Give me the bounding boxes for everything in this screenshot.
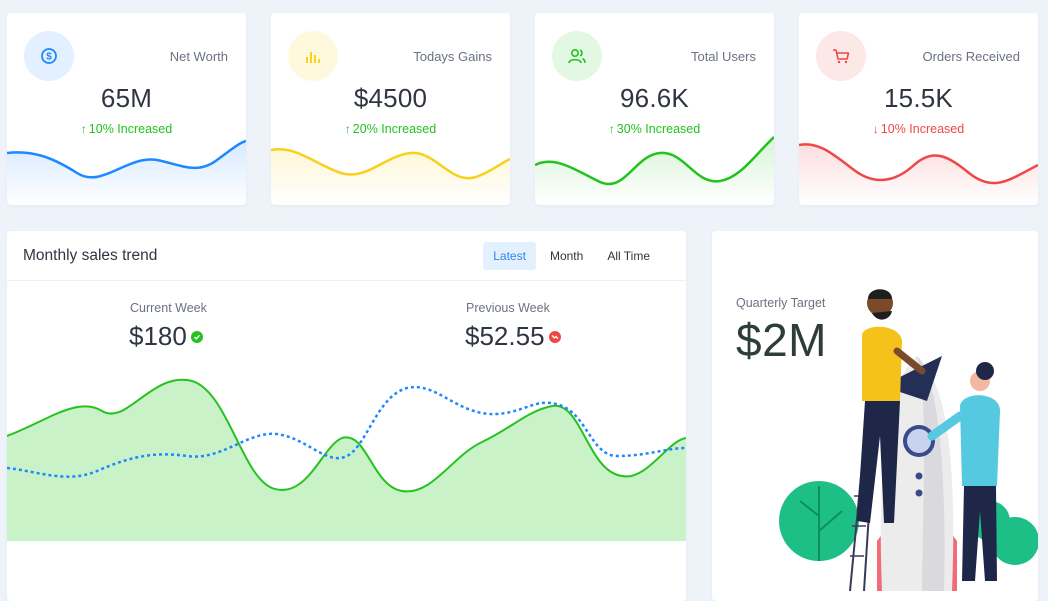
stat-value: $4500: [353, 83, 428, 113]
tab-latest[interactable]: Latest: [483, 241, 536, 270]
sparkline-wave: [535, 136, 774, 205]
arrow-up-icon: ↑: [608, 122, 615, 136]
stat-label: Todays Gains: [413, 49, 492, 64]
bar-chart-icon: [288, 31, 338, 81]
current-week-value: $180: [129, 321, 203, 352]
stat-change: ↑ 20% Increased: [271, 122, 510, 136]
sales-trend-chart: [7, 378, 686, 541]
arrow-up-icon: ↑: [344, 122, 351, 136]
stat-value: 96.6K: [620, 83, 689, 113]
stat-value: 15.5K: [884, 83, 953, 113]
stat-change-text: 30% Increased: [616, 122, 701, 136]
current-week-line: [7, 378, 686, 493]
previous-week-value: $52.55: [465, 321, 561, 352]
rocket-team-illustration: [779, 289, 1038, 592]
quarterly-target-card: Quarterly Target $2M: [712, 231, 1038, 601]
previous-week-label: Previous Week: [466, 301, 550, 315]
current-week-amount: $180: [129, 321, 187, 351]
sales-trend-header: Monthly sales trend Latest Month All Tim…: [7, 231, 686, 281]
previous-week-line: [7, 385, 686, 478]
stat-change-text: 10% Increased: [88, 122, 173, 136]
current-week-area: [7, 379, 686, 541]
stat-card-orders-received: Orders Received 15.5K ↓ 10% Increased: [799, 13, 1038, 205]
sparkline-wave: [7, 139, 246, 205]
stat-change: ↑ 30% Increased: [535, 122, 774, 136]
sales-trend-title: Monthly sales trend: [23, 246, 158, 264]
stat-change: ↓ 10% Increased: [799, 122, 1038, 136]
trend-down-icon: [548, 330, 561, 343]
stat-card-total-users: Total Users 96.6K ↑ 30% Increased: [535, 13, 774, 205]
check-circle-icon: [190, 330, 203, 343]
users-icon: [552, 31, 602, 81]
period-tabs: Latest Month All Time: [483, 241, 660, 270]
sparkline-wave: [799, 143, 1038, 205]
sparkline-wave: [271, 147, 510, 205]
tab-month[interactable]: Month: [549, 248, 584, 263]
svg-text:$: $: [46, 52, 52, 63]
stat-card-todays-gains: Todays Gains $4500 ↑ 20% Increased: [271, 13, 510, 205]
cart-icon: [816, 31, 866, 81]
quarterly-target-label: Quarterly Target: [736, 296, 826, 310]
arrow-down-icon: ↓: [872, 122, 879, 136]
tab-all-time[interactable]: All Time: [607, 248, 650, 263]
current-week-label: Current Week: [130, 301, 207, 315]
stat-change-text: 20% Increased: [352, 122, 437, 136]
stat-label: Total Users: [690, 49, 756, 64]
stat-label: Net Worth: [169, 49, 228, 64]
stat-value: 65M: [100, 83, 153, 113]
arrow-up-icon: ↑: [80, 122, 87, 136]
currency-exchange-icon: $: [24, 31, 74, 81]
stat-change-text: 10% Increased: [880, 122, 965, 136]
stat-card-net-worth: $ Net Worth 65M ↑ 10% Increased: [7, 13, 246, 205]
stat-label: Orders Received: [922, 49, 1020, 64]
sales-trend-card: Monthly sales trend Latest Month All Tim…: [7, 231, 686, 601]
stat-change: ↑ 10% Increased: [7, 122, 246, 136]
quarterly-target-value: $2M: [736, 314, 827, 366]
previous-week-amount: $52.55: [465, 321, 545, 351]
